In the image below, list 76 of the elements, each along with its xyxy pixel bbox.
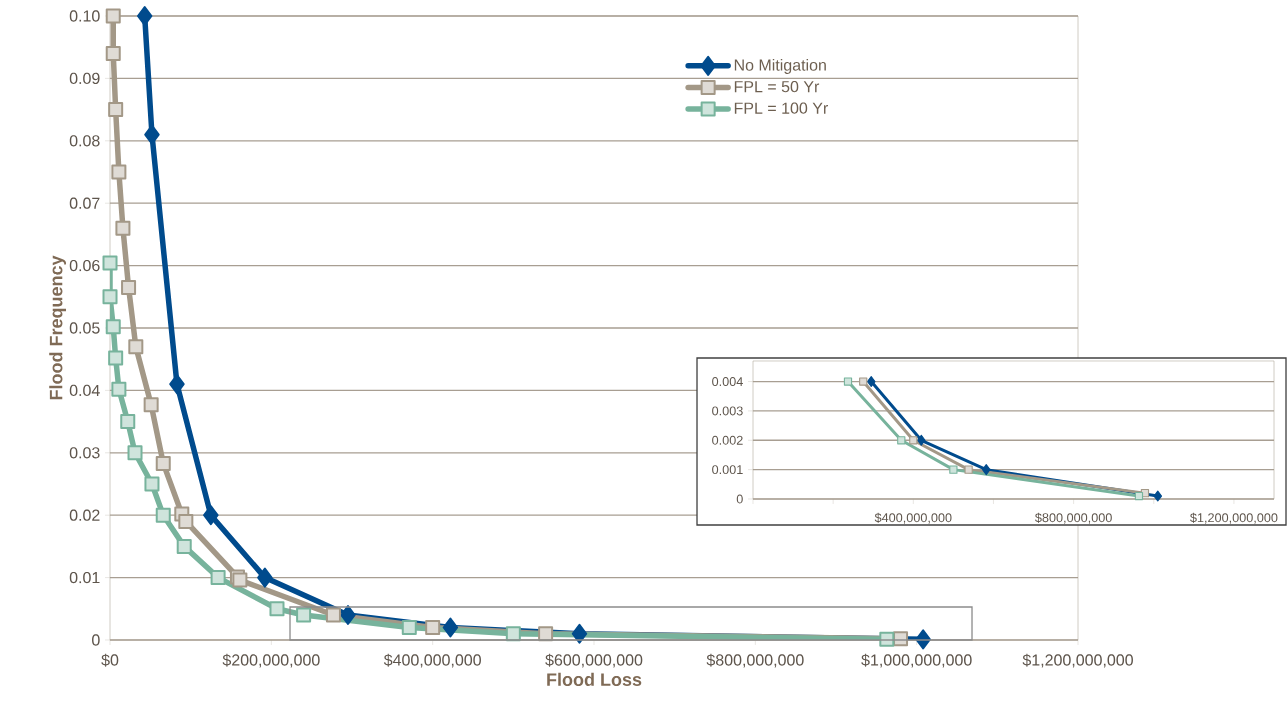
point	[964, 465, 973, 474]
point	[144, 124, 160, 145]
point	[120, 414, 136, 430]
point	[340, 605, 356, 626]
y-tick-label: 0.001	[712, 465, 743, 475]
point	[102, 289, 118, 305]
point	[269, 601, 285, 617]
legend-label: FPL = 100 Yr	[734, 102, 828, 114]
y-tick-label: 0.04	[69, 384, 100, 397]
point	[909, 436, 918, 445]
y-tick-label: 0.05	[69, 322, 100, 334]
point	[102, 255, 118, 271]
point	[176, 538, 192, 554]
y-tick-label: 0	[92, 634, 100, 646]
point	[571, 623, 588, 644]
point	[111, 381, 127, 397]
point	[1153, 490, 1163, 502]
point	[155, 507, 171, 523]
y-tick-label: 0.07	[69, 197, 100, 209]
y-tick-label: 0.002	[712, 435, 743, 445]
point	[425, 620, 441, 636]
point	[115, 220, 131, 236]
point	[136, 5, 153, 26]
point	[105, 45, 121, 61]
point	[127, 445, 143, 461]
point	[949, 465, 958, 474]
point	[128, 339, 144, 355]
y-axis-title: Flood Frequency	[49, 255, 67, 400]
point	[859, 377, 868, 386]
point	[203, 505, 219, 526]
x-tick-label: $0	[101, 653, 119, 667]
y-tick-label: 0.01	[69, 571, 100, 584]
point	[1134, 491, 1144, 501]
legend-label: FPL = 50 Yr	[734, 80, 820, 93]
x-tick-label: $1,200,000,000	[1190, 512, 1278, 524]
y-tick-label: 0.09	[69, 72, 100, 85]
x-tick-label: $800,000,000	[1035, 512, 1112, 524]
point	[169, 374, 185, 395]
point	[105, 319, 121, 335]
y-tick-label: 0.003	[712, 406, 743, 416]
point	[178, 513, 194, 529]
point	[296, 607, 312, 623]
y-tick-label: 0.03	[69, 447, 100, 459]
point	[105, 8, 121, 24]
point	[981, 464, 991, 476]
point	[843, 377, 853, 386]
y-tick-label: 0.10	[69, 10, 100, 22]
y-tick-label: 0	[736, 494, 743, 504]
point	[401, 620, 417, 636]
legend-label: No Mitigation	[734, 59, 826, 74]
point	[155, 455, 171, 471]
point	[442, 617, 459, 638]
point	[121, 279, 137, 295]
y-tick-label: 0.06	[69, 259, 100, 272]
point	[210, 570, 226, 586]
x-tick-label: $400,000,000	[874, 512, 952, 524]
point	[108, 102, 124, 118]
point	[143, 397, 159, 413]
point	[144, 476, 160, 492]
x-tick-label: $600,000,000	[545, 653, 643, 668]
x-tick-label: $200,000,000	[222, 653, 320, 668]
x-tick-label: $400,000,000	[383, 653, 481, 668]
y-tick-label: 0.02	[69, 509, 100, 521]
y-tick-label: 0.08	[69, 135, 100, 147]
x-tick-label: $1,200,000,000	[1022, 653, 1133, 668]
point	[111, 164, 127, 180]
point	[866, 376, 876, 388]
x-tick-label: $1,000,000,000	[861, 653, 972, 668]
x-tick-label: $800,000,000	[706, 653, 804, 668]
y-tick-label: 0.004	[712, 377, 743, 387]
point	[897, 436, 906, 445]
x-axis-title: Flood Loss	[547, 672, 642, 686]
point	[257, 567, 273, 588]
point	[108, 350, 124, 366]
point	[917, 434, 926, 446]
point	[325, 607, 341, 623]
